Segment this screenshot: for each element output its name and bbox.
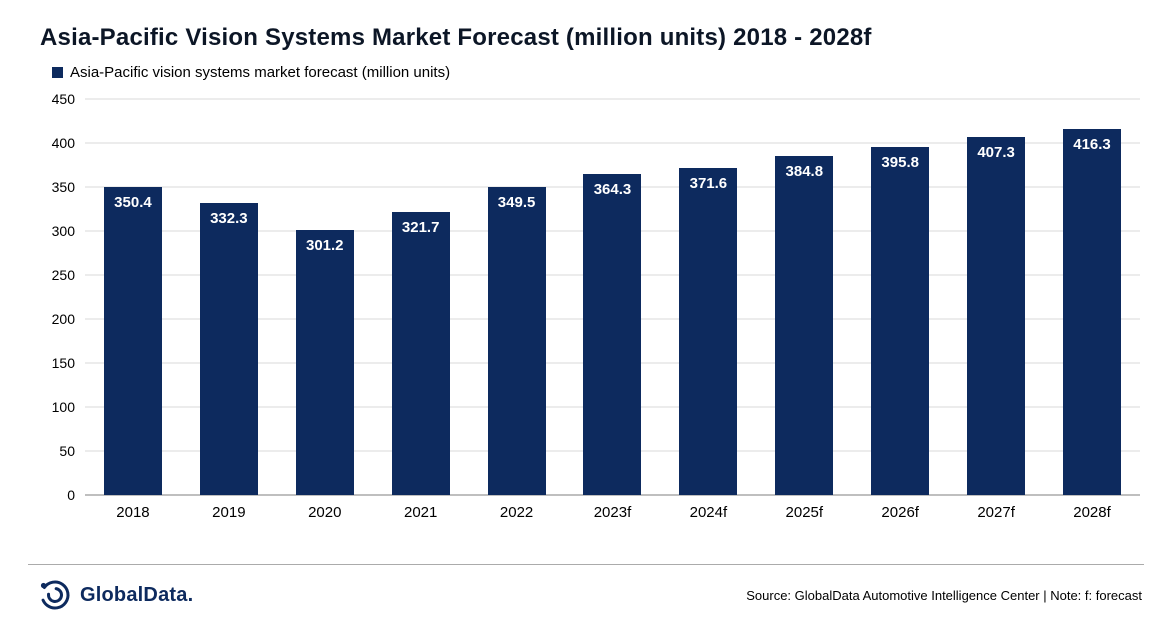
bar-column: 321.7	[373, 99, 469, 495]
bar-value-label: 350.4	[114, 193, 152, 211]
x-axis-line	[85, 494, 1140, 496]
bar-value-label: 384.8	[785, 163, 824, 181]
bar-value-label: 349.5	[497, 194, 536, 212]
chart-title: Asia-Pacific Vision Systems Market Forec…	[40, 24, 872, 51]
bar-value-label: 364.3	[593, 181, 632, 199]
bar-2022: 349.5	[487, 187, 546, 495]
x-axis-labels: 2018 2019 2020 2021 2022 2023f 2024f 2025f 2026f…	[85, 504, 1140, 521]
bar-2027f: 407.3	[967, 136, 1026, 495]
bar-2018: 350.4	[103, 186, 162, 495]
bar-column: 349.5	[469, 99, 565, 495]
bar-column: 364.3	[565, 99, 661, 495]
legend-label: Asia-Pacific vision systems market forec…	[70, 64, 451, 81]
bar-column: 407.3	[948, 99, 1044, 495]
x-tick-label: 2022	[499, 504, 534, 521]
x-tick-label: 2019	[212, 504, 246, 521]
bar-value-label: 416.3	[1073, 135, 1111, 153]
y-tick-label: 300	[51, 223, 75, 240]
source-note: Source: GlobalData Automotive Intelligen…	[746, 587, 1142, 603]
bar-2025f: 384.8	[775, 156, 834, 495]
bar-column: 350.4	[85, 99, 181, 495]
bar-column: 384.8	[756, 99, 852, 495]
x-tick-label: 2021	[403, 504, 438, 521]
bar-2021: 321.7	[391, 211, 450, 495]
footer: GlobalData. Source: GlobalData Automotiv…	[28, 564, 1144, 616]
globaldata-logo-text: GlobalData.	[80, 583, 194, 606]
bars-row: 350.4 332.3 301.2 321.7 349.5 364.3 371.6 384.8…	[85, 99, 1140, 495]
x-tick-label: 2027f	[977, 504, 1015, 521]
legend-swatch	[52, 67, 63, 78]
bar-column: 371.6	[660, 99, 756, 495]
x-tick-label: 2024f	[689, 504, 728, 521]
legend: Asia-Pacific vision systems market forec…	[52, 64, 1172, 81]
bar-value-label: 301.2	[305, 236, 344, 254]
gridline	[85, 98, 1140, 100]
bar-2024f: 371.6	[679, 168, 738, 495]
x-tick-label: 2028f	[1073, 504, 1111, 521]
y-tick-label: 450	[51, 91, 75, 107]
bar-2020: 301.2	[295, 229, 354, 495]
x-tick-label: 2025f	[785, 504, 824, 521]
y-tick-label: 150	[51, 355, 75, 372]
bar-column: 332.3	[181, 99, 277, 495]
bar-value-label: 407.3	[977, 143, 1015, 161]
bar-column: 416.3	[1044, 99, 1140, 495]
x-tick-label: 2020	[308, 504, 342, 521]
y-tick-label: 250	[51, 267, 75, 283]
y-tick-label: 200	[51, 311, 75, 327]
y-tick-label: 400	[51, 135, 75, 151]
y-tick-label: 350	[51, 179, 75, 195]
y-tick-label: 50	[59, 443, 75, 459]
gridline	[85, 142, 1140, 144]
bar-value-label: 321.7	[401, 218, 440, 236]
bar-value-label: 332.3	[210, 209, 248, 227]
bar-2023f: 364.3	[583, 174, 642, 495]
x-tick-label: 2026f	[881, 504, 919, 521]
chart-area: 350.4 332.3 301.2 321.7 349.5 364.3 371.6 384.8…	[52, 92, 1140, 521]
y-tick-label: 0	[67, 487, 75, 503]
bar-2028f: 416.3	[1063, 128, 1122, 495]
bar-value-label: 371.6	[689, 175, 728, 192]
plot-area: 350.4 332.3 301.2 321.7 349.5 364.3 371.6 384.8…	[52, 92, 1140, 502]
y-tick-label: 100	[51, 399, 75, 415]
bar-value-label: 395.8	[881, 153, 919, 171]
bar-column: 301.2	[277, 99, 373, 495]
bar-column: 395.8	[852, 99, 948, 495]
bar-2019: 332.3	[199, 202, 258, 495]
x-tick-label: 2018	[116, 504, 150, 521]
bar-2026f: 395.8	[871, 146, 930, 495]
globaldata-logo: GlobalData.	[38, 578, 193, 612]
x-tick-label: 2023f	[593, 504, 632, 521]
globaldata-spiral-icon	[40, 580, 70, 610]
